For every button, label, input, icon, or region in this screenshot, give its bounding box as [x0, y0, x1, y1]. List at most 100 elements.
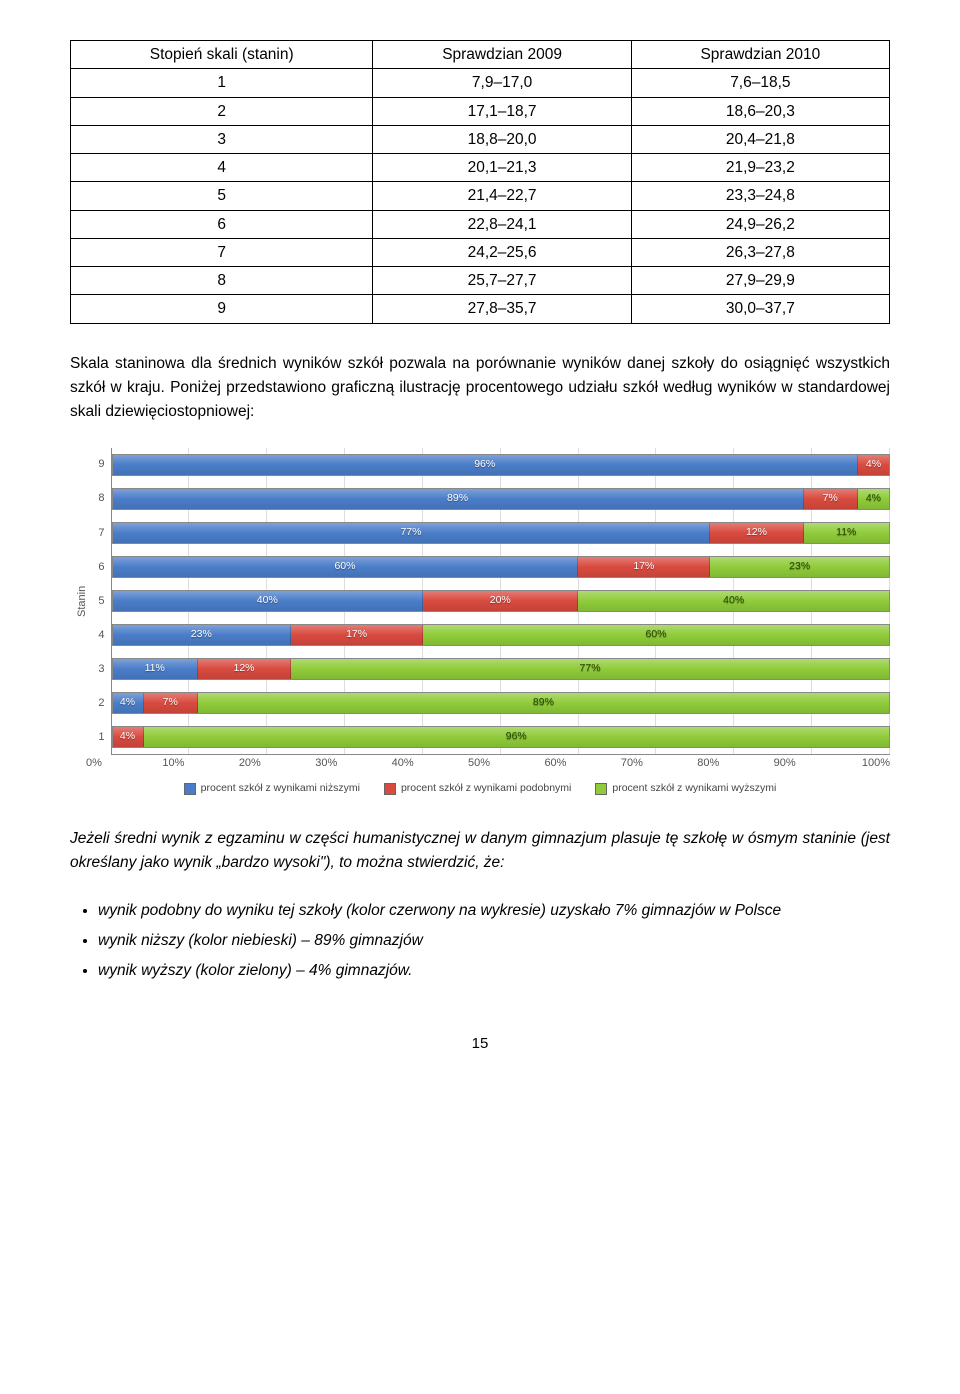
bar-segment: 17%: [291, 625, 423, 645]
bar-segment: 89%: [198, 693, 889, 713]
table-cell: 27,8–35,7: [373, 295, 631, 323]
chart-bar: 77%12%11%: [112, 522, 891, 544]
bar-segment: 7%: [804, 489, 858, 509]
table-cell: 4: [71, 154, 373, 182]
table-cell: 6: [71, 210, 373, 238]
chart-bar: 4%96%: [112, 726, 891, 748]
chart-bar: 11%12%77%: [112, 658, 891, 680]
intro-paragraph: Skala staninowa dla średnich wyników szk…: [70, 352, 890, 424]
table-row: 521,4–22,723,3–24,8: [71, 182, 890, 210]
chart-bar: 60%17%23%: [112, 556, 891, 578]
table-header: Sprawdzian 2010: [631, 41, 889, 69]
y-tick-label: 2: [91, 686, 105, 720]
bar-segment: 77%: [113, 523, 711, 543]
chart-ylabel: Stanin: [70, 448, 91, 755]
y-tick-label: 1: [91, 720, 105, 754]
conclusion-list: wynik podobny do wyniku tej szkoły (kolo…: [98, 899, 890, 983]
chart-y-axis: 987654321: [91, 448, 111, 755]
x-tick-label: 50%: [468, 755, 544, 772]
table-cell: 7,9–17,0: [373, 69, 631, 97]
bar-segment: 96%: [144, 727, 889, 747]
table-row: 622,8–24,124,9–26,2: [71, 210, 890, 238]
y-tick-label: 4: [91, 618, 105, 652]
table-cell: 21,9–23,2: [631, 154, 889, 182]
chart-bar: 23%17%60%: [112, 624, 891, 646]
x-tick-label: 70%: [621, 755, 697, 772]
table-cell: 7: [71, 238, 373, 266]
bar-segment: 11%: [113, 659, 198, 679]
x-tick-label: 20%: [239, 755, 315, 772]
bar-segment: 4%: [113, 693, 144, 713]
table-row: 17,9–17,07,6–18,5: [71, 69, 890, 97]
bar-segment: 7%: [144, 693, 198, 713]
chart-row: 96%4%: [112, 448, 891, 482]
chart-row: 40%20%40%: [112, 584, 891, 618]
bar-segment: 40%: [578, 591, 889, 611]
conclusion-paragraph: Jeżeli średni wynik z egzaminu w części …: [70, 827, 890, 875]
x-tick-label: 30%: [315, 755, 391, 772]
chart-row: 23%17%60%: [112, 618, 891, 652]
table-header: Sprawdzian 2009: [373, 41, 631, 69]
legend-swatch: [384, 783, 396, 795]
legend-swatch: [595, 783, 607, 795]
legend-item: procent szkół z wynikami niższymi: [184, 781, 360, 797]
legend-label: procent szkół z wynikami niższymi: [201, 781, 360, 797]
chart-row: 4%96%: [112, 720, 891, 754]
x-tick-label: 90%: [774, 755, 850, 772]
x-tick-label: 100%: [858, 755, 890, 772]
table-cell: 22,8–24,1: [373, 210, 631, 238]
legend-label: procent szkół z wynikami wyższymi: [612, 781, 776, 797]
bar-segment: 12%: [198, 659, 291, 679]
table-row: 420,1–21,321,9–23,2: [71, 154, 890, 182]
list-item: wynik podobny do wyniku tej szkoły (kolo…: [98, 899, 890, 923]
bar-segment: 77%: [291, 659, 889, 679]
x-tick-label: 0%: [86, 755, 162, 772]
bar-segment: 4%: [858, 489, 889, 509]
page-number: 15: [70, 1033, 890, 1056]
list-item: wynik wyższy (kolor zielony) – 4% gimnaz…: [98, 959, 890, 983]
bar-segment: 20%: [423, 591, 578, 611]
table-row: 318,8–20,020,4–21,8: [71, 125, 890, 153]
legend-label: procent szkół z wynikami podobnymi: [401, 781, 571, 797]
bar-segment: 60%: [423, 625, 889, 645]
table-cell: 30,0–37,7: [631, 295, 889, 323]
chart-row: 77%12%11%: [112, 516, 891, 550]
y-tick-label: 6: [91, 550, 105, 584]
table-cell: 8: [71, 267, 373, 295]
table-cell: 20,4–21,8: [631, 125, 889, 153]
table-row: 724,2–25,626,3–27,8: [71, 238, 890, 266]
table-cell: 17,1–18,7: [373, 97, 631, 125]
stanine-chart: Stanin 987654321 96%4%89%7%4%77%12%11%60…: [70, 448, 890, 797]
y-tick-label: 5: [91, 584, 105, 618]
y-tick-label: 3: [91, 652, 105, 686]
table-cell: 3: [71, 125, 373, 153]
legend-swatch: [184, 783, 196, 795]
bar-segment: 23%: [113, 625, 292, 645]
table-row: 927,8–35,730,0–37,7: [71, 295, 890, 323]
table-cell: 21,4–22,7: [373, 182, 631, 210]
table-header: Stopień skali (stanin): [71, 41, 373, 69]
chart-row: 60%17%23%: [112, 550, 891, 584]
table-cell: 25,7–27,7: [373, 267, 631, 295]
chart-bar: 4%7%89%: [112, 692, 891, 714]
x-tick-label: 80%: [697, 755, 773, 772]
list-item: wynik niższy (kolor niebieski) – 89% gim…: [98, 929, 890, 953]
table-cell: 2: [71, 97, 373, 125]
x-tick-label: 40%: [392, 755, 468, 772]
bar-segment: 23%: [710, 557, 889, 577]
table-cell: 1: [71, 69, 373, 97]
legend-item: procent szkół z wynikami wyższymi: [595, 781, 776, 797]
chart-row: 4%7%89%: [112, 686, 891, 720]
table-row: 217,1–18,718,6–20,3: [71, 97, 890, 125]
table-cell: 20,1–21,3: [373, 154, 631, 182]
table-cell: 26,3–27,8: [631, 238, 889, 266]
table-cell: 18,8–20,0: [373, 125, 631, 153]
legend-item: procent szkół z wynikami podobnymi: [384, 781, 571, 797]
table-cell: 24,2–25,6: [373, 238, 631, 266]
chart-legend: procent szkół z wynikami niższymi procent…: [70, 781, 890, 797]
table-cell: 24,9–26,2: [631, 210, 889, 238]
x-tick-label: 60%: [544, 755, 620, 772]
chart-row: 11%12%77%: [112, 652, 891, 686]
table-cell: 7,6–18,5: [631, 69, 889, 97]
stanine-table: Stopień skali (stanin)Sprawdzian 2009Spr…: [70, 40, 890, 324]
